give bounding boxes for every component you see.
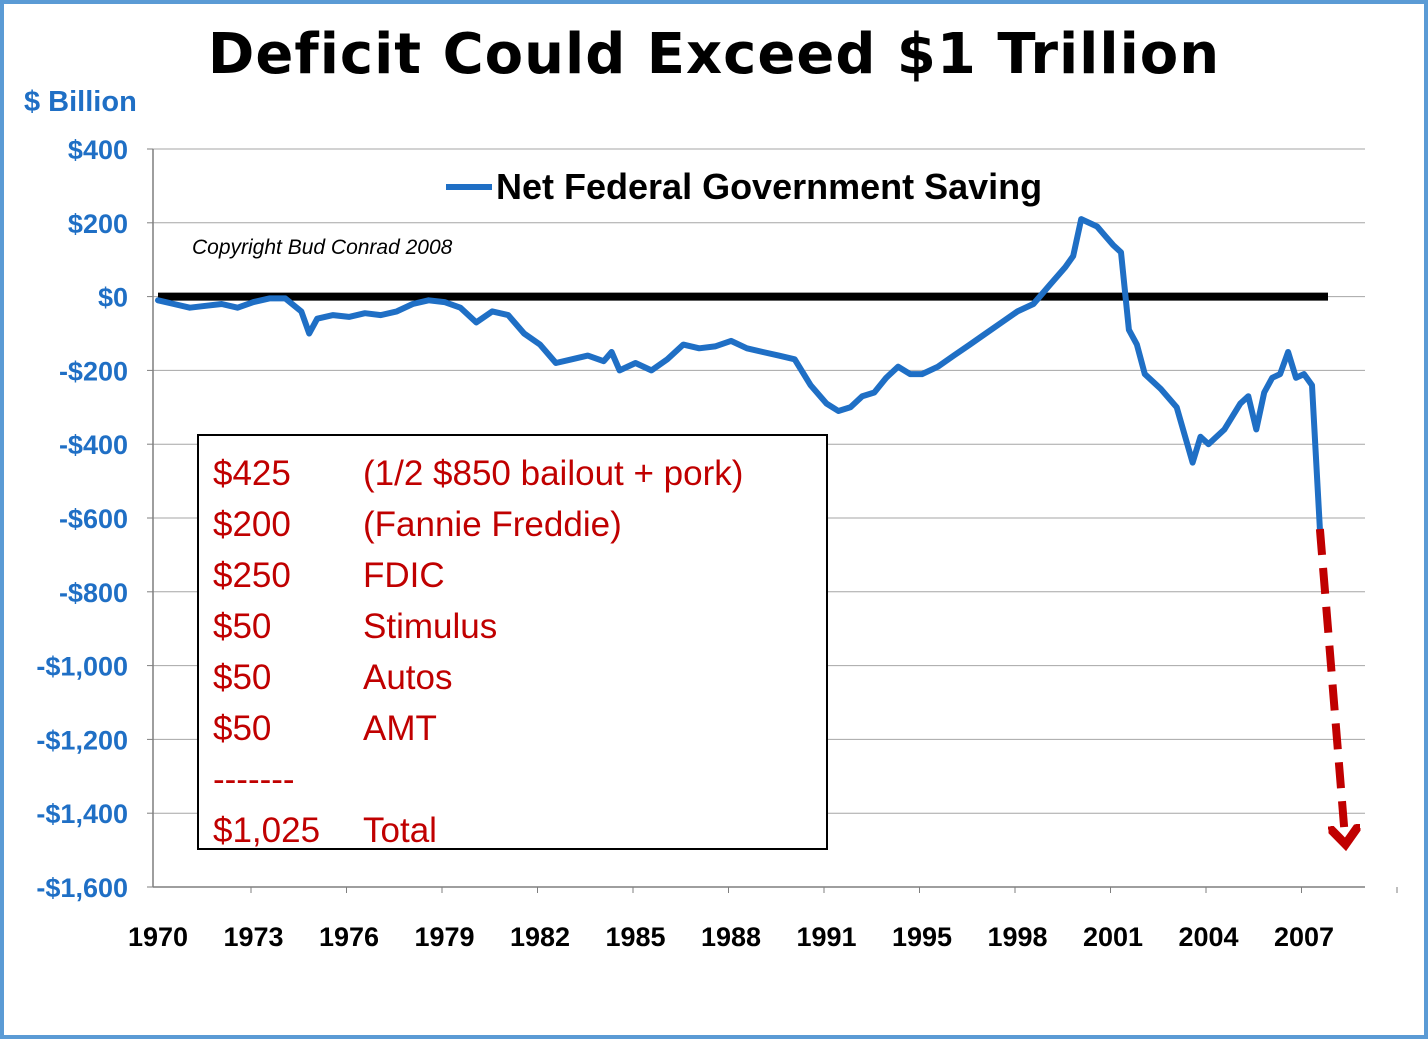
projection-arrow [1315,528,1345,843]
breakdown-row: $50 Autos [213,652,826,703]
breakdown-item: Total [363,810,437,850]
x-tick-label: 2001 [1083,922,1143,952]
y-tick-label: -$200 [59,356,128,386]
y-tick-label: -$400 [59,430,128,460]
breakdown-amount: $200 [213,504,291,544]
breakdown-amount: $50 [213,606,272,646]
breakdown-amount: $250 [213,555,291,595]
breakdown-amount: $425 [213,453,291,493]
projection-layer [1315,528,1345,843]
x-tick-label: 1979 [414,922,474,952]
chart-title: Deficit Could Exceed $1 Trillion [207,22,1221,87]
y-tick-label: -$1,200 [36,725,128,755]
breakdown-item: Autos [363,657,453,697]
breakdown-row: $1,025 Total [213,805,826,856]
y-tick-label: -$1,000 [36,652,128,682]
breakdown-amount: $50 [213,657,272,697]
x-tick-label: 1995 [892,922,952,952]
series-layer [155,216,1323,533]
legend-label: Net Federal Government Saving [496,166,1043,207]
x-tick-label: 2004 [1178,922,1238,952]
y-tick-label: -$600 [59,504,128,534]
series-line [155,216,1323,533]
deficit-breakdown-box: $425 (1/2 $850 bailout + pork) $200 (Fan… [197,434,828,850]
breakdown-amount: ------- [213,759,295,799]
breakdown-row: ------- [213,754,826,805]
x-tick-label: 1973 [223,922,283,952]
copyright-note: Copyright Bud Conrad 2008 [192,236,453,259]
breakdown-item: AMT [363,708,437,748]
x-tick-label: 2007 [1274,922,1334,952]
x-tick-label: 1998 [987,922,1047,952]
x-tick-label: 1988 [701,922,761,952]
x-tick-label: 1970 [128,922,188,952]
legend-swatch [446,184,492,190]
breakdown-row: $250 FDIC [213,550,826,601]
breakdown-item: FDIC [363,555,445,595]
breakdown-item: (1/2 $850 bailout + pork) [363,453,744,493]
legend: Net Federal Government Saving [446,166,1042,208]
y-tick-label: -$1,400 [36,799,128,829]
breakdown-amount: $1,025 [213,810,321,850]
y-axis-label: $ Billion [24,86,137,118]
x-tick-label: 1982 [510,922,570,952]
y-tick-label: -$1,600 [36,873,128,903]
y-tick-label: $0 [98,283,128,313]
breakdown-item: Stimulus [363,606,498,646]
y-tick-label: $400 [68,135,128,165]
y-tick-label: -$800 [59,578,128,608]
breakdown-item: (Fannie Freddie) [363,504,622,544]
x-tick-labels: 1970 1973 1976 1979 1982 1985 1988 1991 1995 1998… [128,922,1334,952]
y-tick-label: $200 [68,209,128,239]
x-tick-label: 1985 [605,922,665,952]
breakdown-row: $200 (Fannie Freddie) [213,499,826,550]
y-tick-labels: $400 $200 $0 -$200 -$400 -$600 -$800 -$1,000 -$1… [36,135,128,903]
x-tick-label: 1976 [319,922,379,952]
breakdown-row: $50 AMT [213,703,826,754]
breakdown-amount: $50 [213,708,272,748]
breakdown-row: $50 Stimulus [213,601,826,652]
x-tick-label: 1991 [796,922,856,952]
axes [147,148,1398,893]
breakdown-row: $425 (1/2 $850 bailout + pork) [213,448,826,499]
